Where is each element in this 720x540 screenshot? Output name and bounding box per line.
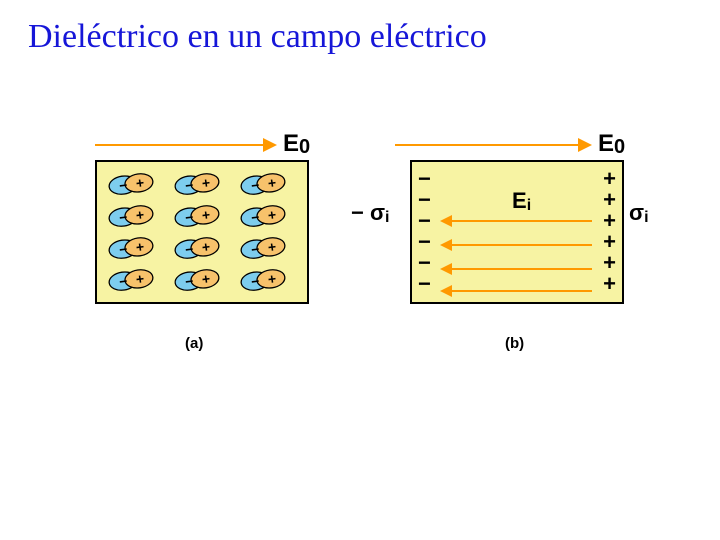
e0-arrow-b [395, 144, 590, 146]
dipole: −+ [174, 235, 220, 261]
ei-arrow [442, 290, 592, 292]
dipole: −+ [174, 203, 220, 229]
dipole: −+ [240, 171, 286, 197]
ei-arrow [442, 268, 592, 270]
minus-glyph: − [418, 231, 431, 252]
minus-glyph: − [418, 210, 431, 231]
panel-b: −−−−−− ++++++ Ei [410, 160, 624, 304]
e0-label-b: E0 [598, 130, 625, 159]
ei-arrow [442, 220, 592, 222]
minus-glyph: − [418, 273, 431, 294]
minus-glyph: − [418, 168, 431, 189]
e0-label-a: E0 [283, 130, 310, 159]
plus-glyph: + [603, 189, 616, 210]
ei-arrow [442, 244, 592, 246]
minus-glyph: − [418, 189, 431, 210]
dipole: −+ [240, 235, 286, 261]
page-title: Dieléctrico en un campo eléctrico [28, 18, 487, 56]
figure: E0 E0 −+−+−+−+−+−+−+−+−+−+−+−+ − σi −−−−… [85, 130, 625, 380]
dipole: −+ [240, 203, 286, 229]
ei-label: Ei [512, 188, 531, 215]
neg-charge-column: −−−−−− [418, 168, 431, 294]
plus-glyph: + [603, 273, 616, 294]
plus-glyph: + [603, 168, 616, 189]
dipole: −+ [174, 267, 220, 293]
dipole: −+ [240, 267, 286, 293]
dipole: −+ [108, 267, 154, 293]
sigma-pos-label: σi [629, 200, 649, 227]
minus-glyph: − [418, 252, 431, 273]
dipole: −+ [174, 171, 220, 197]
plus-glyph: + [603, 210, 616, 231]
pos-charge-column: ++++++ [603, 168, 616, 294]
dipole: −+ [108, 171, 154, 197]
plus-glyph: + [603, 231, 616, 252]
dipole: −+ [108, 203, 154, 229]
dipole: −+ [108, 235, 154, 261]
sigma-neg-label: − σi [351, 200, 390, 227]
plus-glyph: + [603, 252, 616, 273]
panel-b-caption: (b) [505, 335, 524, 352]
panel-a: −+ −+ −+ −+ −+ −+ −+ −+ −+ −+ −+ −+ [95, 160, 309, 304]
panel-a-caption: (a) [185, 335, 203, 352]
e0-arrow-a [95, 144, 275, 146]
